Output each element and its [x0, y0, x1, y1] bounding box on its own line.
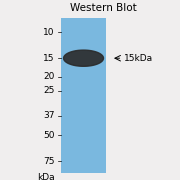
Text: 20: 20 — [43, 72, 54, 81]
Bar — [61, 18, 106, 173]
Text: 50: 50 — [43, 131, 54, 140]
Text: 37: 37 — [43, 111, 54, 120]
Text: kDa: kDa — [37, 173, 54, 180]
Text: 15kDa: 15kDa — [124, 54, 153, 63]
Text: Western Blot: Western Blot — [70, 3, 136, 13]
Polygon shape — [64, 50, 104, 66]
Text: 25: 25 — [43, 86, 54, 95]
Text: 10: 10 — [43, 28, 54, 37]
Text: 75: 75 — [43, 157, 54, 166]
Text: 15: 15 — [43, 54, 54, 63]
